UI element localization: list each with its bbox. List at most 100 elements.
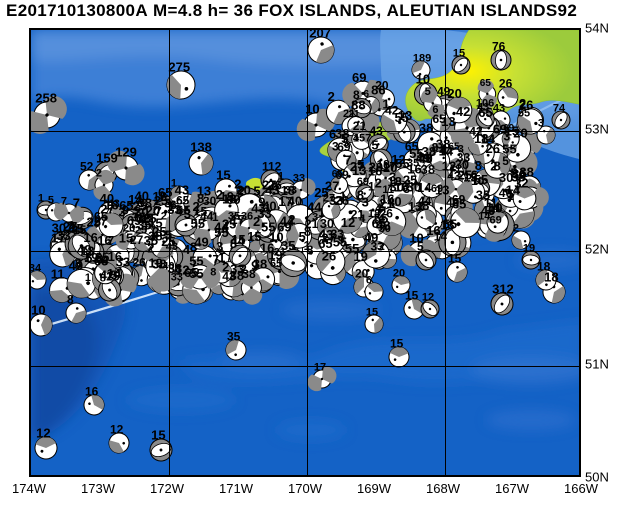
svg-text:6: 6 xyxy=(364,89,370,100)
svg-text:26: 26 xyxy=(335,193,349,208)
svg-text:12: 12 xyxy=(422,291,434,303)
svg-text:11: 11 xyxy=(51,266,65,281)
svg-text:4: 4 xyxy=(100,268,108,283)
svg-text:27: 27 xyxy=(323,192,335,204)
svg-text:13: 13 xyxy=(441,114,455,129)
svg-text:20: 20 xyxy=(393,267,405,279)
svg-text:138: 138 xyxy=(190,140,212,155)
svg-text:43: 43 xyxy=(493,103,505,115)
svg-text:2: 2 xyxy=(147,240,154,255)
svg-text:16: 16 xyxy=(85,385,99,399)
svg-text:17: 17 xyxy=(51,231,65,246)
svg-text:25: 25 xyxy=(152,224,166,239)
svg-text:65: 65 xyxy=(318,236,332,251)
svg-text:7: 7 xyxy=(73,196,80,211)
svg-text:34: 34 xyxy=(31,262,42,274)
svg-text:15: 15 xyxy=(453,48,465,60)
svg-text:38: 38 xyxy=(421,162,435,177)
svg-text:40: 40 xyxy=(499,186,513,200)
svg-text:27: 27 xyxy=(350,159,364,174)
svg-text:21: 21 xyxy=(351,208,365,222)
svg-text:65: 65 xyxy=(332,169,344,180)
svg-text:189: 189 xyxy=(413,53,431,65)
svg-text:5: 5 xyxy=(253,184,260,199)
svg-text:13: 13 xyxy=(440,217,454,232)
svg-text:49: 49 xyxy=(69,258,83,273)
svg-text:49: 49 xyxy=(194,235,208,250)
svg-text:26: 26 xyxy=(519,98,533,113)
svg-text:10: 10 xyxy=(488,200,502,215)
svg-text:4: 4 xyxy=(353,133,360,145)
svg-text:258: 258 xyxy=(35,91,57,106)
svg-text:36: 36 xyxy=(241,210,253,222)
svg-text:17: 17 xyxy=(314,361,326,373)
svg-text:21: 21 xyxy=(379,196,393,211)
svg-text:20: 20 xyxy=(236,183,250,198)
svg-text:275: 275 xyxy=(168,60,190,75)
svg-text:3: 3 xyxy=(538,118,544,130)
svg-text:35: 35 xyxy=(70,221,84,236)
svg-text:10: 10 xyxy=(416,71,430,86)
svg-text:55: 55 xyxy=(395,156,409,171)
svg-text:35: 35 xyxy=(227,330,241,344)
svg-text:6: 6 xyxy=(366,274,372,286)
svg-text:27: 27 xyxy=(94,215,108,229)
svg-text:26: 26 xyxy=(133,255,147,269)
svg-text:1: 1 xyxy=(85,272,91,284)
svg-text:21: 21 xyxy=(349,109,361,120)
svg-text:18: 18 xyxy=(368,208,380,220)
svg-text:7: 7 xyxy=(107,233,114,248)
svg-text:43: 43 xyxy=(447,169,461,183)
svg-text:18: 18 xyxy=(537,260,551,274)
svg-text:6: 6 xyxy=(329,127,336,142)
svg-text:42: 42 xyxy=(456,104,470,119)
svg-text:40: 40 xyxy=(288,193,302,208)
svg-text:25: 25 xyxy=(154,193,168,208)
svg-text:25: 25 xyxy=(135,224,147,236)
svg-text:74: 74 xyxy=(553,103,566,115)
svg-text:20: 20 xyxy=(447,86,461,101)
svg-text:2: 2 xyxy=(513,222,519,234)
svg-text:2: 2 xyxy=(490,158,497,173)
svg-text:26: 26 xyxy=(499,77,513,91)
svg-text:3: 3 xyxy=(514,176,521,191)
svg-text:15: 15 xyxy=(366,306,378,318)
svg-text:2: 2 xyxy=(328,89,335,104)
svg-text:69: 69 xyxy=(357,176,369,188)
svg-text:1: 1 xyxy=(278,170,284,182)
svg-text:27: 27 xyxy=(325,178,339,193)
svg-text:65: 65 xyxy=(405,139,419,153)
svg-text:49: 49 xyxy=(364,230,378,245)
svg-text:3: 3 xyxy=(389,170,396,185)
svg-text:43: 43 xyxy=(251,200,265,215)
svg-text:65: 65 xyxy=(480,78,492,89)
svg-text:5: 5 xyxy=(371,138,378,153)
svg-text:1: 1 xyxy=(38,192,44,204)
svg-text:69: 69 xyxy=(503,123,515,134)
svg-text:35: 35 xyxy=(228,210,240,222)
svg-text:15: 15 xyxy=(390,337,404,351)
svg-text:55: 55 xyxy=(502,142,516,157)
svg-text:12: 12 xyxy=(110,423,124,437)
svg-text:38: 38 xyxy=(242,267,256,281)
svg-text:65: 65 xyxy=(452,197,466,212)
svg-text:312: 312 xyxy=(492,282,514,297)
svg-text:5: 5 xyxy=(48,194,54,206)
svg-text:69: 69 xyxy=(352,70,366,85)
svg-text:8: 8 xyxy=(357,188,364,203)
svg-text:2: 2 xyxy=(288,212,295,227)
svg-text:10: 10 xyxy=(31,303,45,318)
svg-text:55: 55 xyxy=(395,110,409,125)
svg-text:8: 8 xyxy=(432,141,439,155)
svg-text:20: 20 xyxy=(375,79,389,93)
svg-text:7: 7 xyxy=(213,252,220,266)
svg-text:8: 8 xyxy=(210,267,216,279)
svg-text:2: 2 xyxy=(521,176,528,191)
svg-text:5: 5 xyxy=(425,86,431,98)
svg-text:33: 33 xyxy=(293,172,305,184)
svg-text:15: 15 xyxy=(448,252,462,266)
svg-text:38: 38 xyxy=(419,121,433,136)
svg-text:52: 52 xyxy=(80,160,94,174)
svg-text:207: 207 xyxy=(309,30,331,41)
svg-text:26: 26 xyxy=(123,222,135,234)
